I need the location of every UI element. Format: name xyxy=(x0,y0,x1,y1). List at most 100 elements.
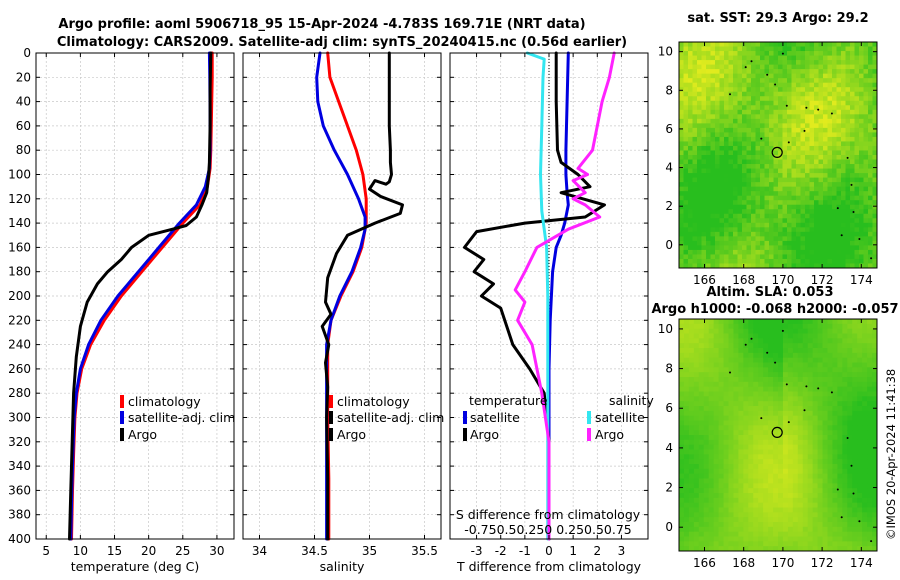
heatmap-cell xyxy=(737,204,743,210)
heatmap-cell xyxy=(832,352,838,359)
heatmap-cell xyxy=(818,91,824,97)
heatmap-cell xyxy=(796,159,801,165)
heatmap-cell xyxy=(742,222,747,228)
heatmap-cell xyxy=(832,377,838,383)
heatmap-cell xyxy=(802,348,809,354)
heatmap-cell xyxy=(719,263,725,268)
heatmap-cell xyxy=(863,155,869,161)
heatmap-cell xyxy=(688,357,695,363)
heatmap-cell xyxy=(683,222,689,228)
heatmap-cell xyxy=(710,82,716,88)
heatmap-cell xyxy=(797,512,804,518)
heatmap-cell xyxy=(796,69,801,75)
heatmap-cell xyxy=(742,64,747,70)
heatmap-cell xyxy=(760,155,765,161)
heatmap-cell xyxy=(724,127,729,133)
heatmap-cell xyxy=(723,488,729,494)
heatmap-cell xyxy=(683,522,690,528)
heatmap-cell xyxy=(742,96,747,102)
heatmap-cell xyxy=(758,526,764,533)
heatmap-cell xyxy=(827,222,833,228)
heatmap-cell xyxy=(805,254,810,260)
heatmap-cell xyxy=(807,449,814,455)
heatmap-cell xyxy=(738,468,744,475)
heatmap-cell xyxy=(710,231,716,237)
heatmap-cell xyxy=(802,328,809,334)
heatmap-cell xyxy=(710,168,716,174)
heatmap-cell xyxy=(724,249,729,255)
heatmap-cell xyxy=(796,145,801,151)
heatmap-cell xyxy=(845,96,851,102)
heatmap-cell xyxy=(782,328,789,334)
heatmap-cell xyxy=(822,517,828,523)
heatmap-cell xyxy=(693,512,700,518)
heatmap-cell xyxy=(746,155,752,161)
heatmap-cell xyxy=(724,209,729,215)
heatmap-cell xyxy=(827,42,833,48)
heatmap-cell xyxy=(807,333,814,339)
heatmap-cell xyxy=(763,517,769,523)
x-axis-label: temperature (deg C) xyxy=(71,559,200,574)
heatmap-cell xyxy=(688,213,693,219)
heatmap-cell xyxy=(857,459,863,465)
heatmap-cell xyxy=(692,222,698,228)
heatmap-cell xyxy=(768,478,774,484)
heatmap-cell xyxy=(683,328,690,334)
heatmap-cell xyxy=(778,109,783,115)
heatmap-cell xyxy=(724,213,729,219)
heatmap-cell xyxy=(778,60,783,66)
heatmap-cell xyxy=(787,497,794,504)
heatmap-cell xyxy=(763,526,769,533)
heatmap-cell xyxy=(791,209,797,215)
heatmap-cell xyxy=(867,502,873,508)
x-tick-label: 3 xyxy=(618,544,626,558)
heatmap-cell xyxy=(708,420,715,426)
heatmap-cell xyxy=(836,204,842,210)
heatmap-cell xyxy=(796,132,801,138)
heatmap-cell xyxy=(827,381,833,388)
heatmap-cell xyxy=(743,415,749,421)
heatmap-cell xyxy=(701,69,707,75)
heatmap-cell xyxy=(872,517,877,523)
heatmap-cell xyxy=(842,546,848,551)
heatmap-cell xyxy=(832,209,837,215)
heatmap-cell xyxy=(859,64,864,70)
heatmap-cell xyxy=(841,96,846,102)
heatmap-cell xyxy=(688,459,695,465)
heatmap-cell xyxy=(841,222,846,228)
heatmap-cell xyxy=(710,182,716,188)
heatmap-cell xyxy=(872,195,877,201)
heatmap-cell xyxy=(800,64,806,70)
heatmap-cell xyxy=(822,381,828,388)
heatmap-cell xyxy=(782,367,789,373)
heatmap-cell xyxy=(872,435,877,441)
heatmap-cell xyxy=(841,155,846,161)
heatmap-cell xyxy=(719,109,725,115)
heatmap-cell xyxy=(809,69,815,75)
heatmap-cell xyxy=(832,60,837,66)
heatmap-cell xyxy=(807,367,814,373)
heatmap-cell xyxy=(742,82,747,88)
heatmap-cell xyxy=(782,459,789,465)
heatmap-cell xyxy=(836,51,842,57)
heatmap-cell xyxy=(797,420,804,426)
heatmap-cell xyxy=(693,319,700,325)
heatmap-cell xyxy=(805,159,810,165)
heatmap-cell xyxy=(708,415,715,421)
heatmap-cell xyxy=(792,488,799,494)
heatmap-cell xyxy=(693,439,700,446)
heatmap-cell xyxy=(787,78,792,84)
heatmap-cell xyxy=(782,150,788,156)
heatmap-cell xyxy=(698,396,705,402)
heatmap-cell xyxy=(863,60,869,66)
heatmap-cell xyxy=(758,367,764,373)
heatmap-cell xyxy=(802,396,809,402)
heatmap-cell xyxy=(703,444,710,450)
heatmap-cell xyxy=(852,507,858,513)
heatmap-cell xyxy=(724,118,729,124)
heatmap-cell xyxy=(802,352,809,359)
heatmap-cell xyxy=(800,186,806,192)
heatmap-cell xyxy=(746,42,752,48)
heatmap-cell xyxy=(807,473,814,479)
heatmap-cell xyxy=(867,439,873,446)
